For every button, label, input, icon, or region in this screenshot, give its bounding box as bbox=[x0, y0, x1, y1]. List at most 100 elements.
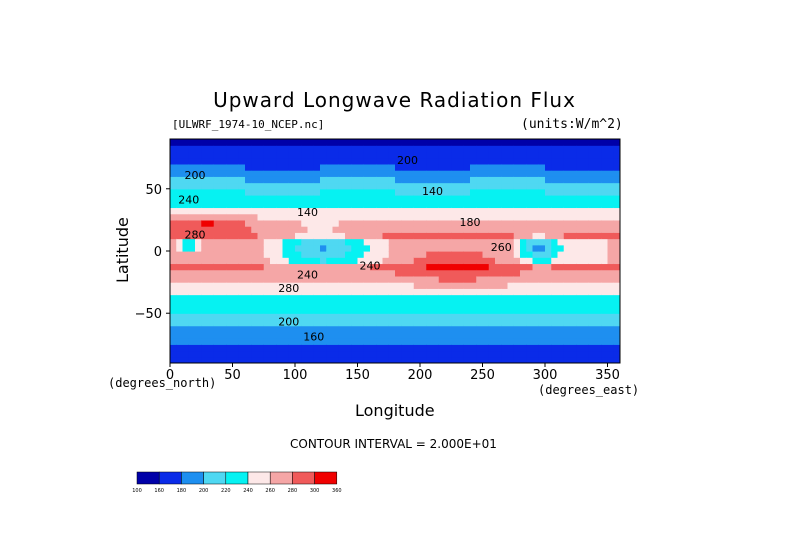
heatmap-cell bbox=[476, 251, 484, 258]
heatmap-cell bbox=[526, 244, 534, 252]
heatmap-cell bbox=[520, 219, 527, 227]
heatmap-cell bbox=[295, 300, 302, 308]
heatmap-cell bbox=[176, 226, 184, 233]
heatmap-cell bbox=[532, 232, 540, 240]
heatmap-cell bbox=[363, 151, 371, 159]
heatmap-cell bbox=[307, 263, 315, 271]
heatmap-cell bbox=[601, 325, 609, 333]
heatmap-cell bbox=[363, 319, 371, 327]
heatmap-cell bbox=[170, 319, 177, 327]
heatmap-cell bbox=[226, 157, 234, 165]
heatmap-cell bbox=[445, 338, 452, 345]
heatmap-cell bbox=[188, 350, 196, 358]
heatmap-cell bbox=[257, 282, 265, 289]
heatmap-cell bbox=[226, 151, 234, 159]
heatmap-cell bbox=[557, 269, 565, 277]
heatmap-cell bbox=[270, 282, 277, 289]
heatmap-cell bbox=[338, 176, 346, 184]
heatmap-cell bbox=[501, 257, 509, 265]
heatmap-cell bbox=[188, 251, 196, 258]
heatmap-cell bbox=[345, 300, 352, 308]
heatmap-cell bbox=[457, 244, 465, 252]
heatmap-cell bbox=[545, 170, 552, 177]
heatmap-cell bbox=[251, 195, 259, 202]
heatmap-cell bbox=[195, 139, 202, 146]
heatmap-cell bbox=[613, 213, 620, 221]
heatmap-cell bbox=[201, 300, 209, 308]
heatmap-cell bbox=[176, 350, 184, 358]
heatmap-cell bbox=[263, 226, 271, 233]
heatmap-cell bbox=[301, 226, 309, 233]
heatmap-cell bbox=[588, 269, 596, 277]
heatmap-cell bbox=[357, 232, 365, 240]
heatmap-cell bbox=[207, 157, 215, 165]
heatmap-cell bbox=[407, 188, 415, 196]
heatmap-cell bbox=[313, 182, 321, 190]
heatmap-cell bbox=[282, 213, 290, 221]
heatmap-cell bbox=[238, 219, 246, 227]
heatmap-cell bbox=[376, 219, 384, 227]
heatmap-cell bbox=[420, 251, 427, 258]
heatmap-cell bbox=[532, 201, 540, 209]
heatmap-cell bbox=[201, 282, 209, 289]
heatmap-cell bbox=[363, 238, 371, 246]
heatmap-cell bbox=[488, 257, 496, 265]
heatmap-cell bbox=[238, 244, 246, 252]
heatmap-cell bbox=[232, 176, 240, 184]
contour-label: 180 bbox=[460, 216, 481, 229]
heatmap-cell bbox=[213, 331, 221, 339]
heatmap-cell bbox=[445, 188, 452, 196]
heatmap-cell bbox=[238, 188, 246, 196]
heatmap-cell bbox=[320, 145, 327, 153]
heatmap-cell bbox=[457, 344, 465, 352]
heatmap-cell bbox=[557, 307, 565, 314]
heatmap-cell bbox=[507, 350, 515, 358]
heatmap-cell bbox=[482, 195, 490, 202]
heatmap-cell bbox=[332, 282, 340, 289]
heatmap-cell bbox=[601, 163, 609, 171]
heatmap-cell bbox=[363, 251, 371, 258]
heatmap-cell bbox=[532, 325, 540, 333]
heatmap-cell bbox=[413, 313, 421, 321]
heatmap-cell bbox=[295, 331, 302, 339]
heatmap-cell bbox=[607, 139, 615, 146]
heatmap-cell bbox=[413, 344, 421, 352]
heatmap-cell bbox=[538, 238, 546, 246]
heatmap-cell bbox=[607, 263, 615, 271]
heatmap-cell bbox=[307, 170, 315, 177]
heatmap-cell bbox=[507, 151, 515, 159]
heatmap-cell bbox=[407, 219, 415, 227]
heatmap-cell bbox=[582, 244, 590, 252]
heatmap-cell bbox=[263, 300, 271, 308]
heatmap-cell bbox=[351, 188, 359, 196]
heatmap-cell bbox=[495, 356, 502, 363]
heatmap-cell bbox=[501, 288, 509, 296]
heatmap-cell bbox=[445, 201, 452, 209]
heatmap-cell bbox=[407, 319, 415, 327]
heatmap-cell bbox=[420, 157, 427, 165]
heatmap-cell bbox=[207, 275, 215, 283]
heatmap-cell bbox=[395, 300, 402, 308]
heatmap-cell bbox=[257, 300, 265, 308]
heatmap-cell bbox=[457, 257, 465, 265]
heatmap-cell bbox=[307, 319, 315, 327]
heatmap-cell bbox=[338, 307, 346, 314]
heatmap-cell bbox=[213, 325, 221, 333]
heatmap-cell bbox=[376, 344, 384, 352]
heatmap-cell bbox=[263, 325, 271, 333]
heatmap-cell bbox=[395, 139, 402, 146]
heatmap-cell bbox=[295, 139, 302, 146]
contour-label: 280 bbox=[278, 282, 299, 295]
heatmap-cell bbox=[407, 307, 415, 314]
heatmap-cell bbox=[495, 201, 502, 209]
heatmap-cell bbox=[476, 139, 484, 146]
heatmap-cell bbox=[238, 257, 246, 265]
heatmap-cell bbox=[376, 275, 384, 283]
heatmap-cell bbox=[182, 195, 190, 202]
heatmap-cell bbox=[238, 151, 246, 159]
colorbar-swatch bbox=[314, 471, 338, 485]
heatmap-cell bbox=[195, 313, 202, 321]
heatmap-cell bbox=[545, 226, 552, 233]
heatmap-cell bbox=[176, 213, 184, 221]
heatmap-cell bbox=[338, 282, 346, 289]
